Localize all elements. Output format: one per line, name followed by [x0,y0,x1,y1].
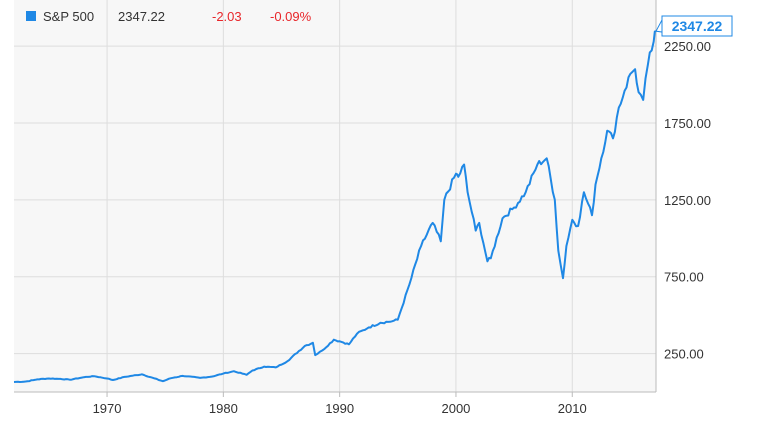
legend-swatch [26,11,36,21]
y-tick-label: 1750.00 [664,116,711,131]
callout-pointer [655,19,663,33]
y-tick-labels: 250.00 750.00 1250.00 1750.00 2250.00 [664,39,711,361]
series-layer [13,30,657,383]
y-tick-label: 250.00 [664,347,704,362]
x-tick-labels: 1970 1980 1990 2000 2010 [93,392,587,416]
y-tick-label: 2250.00 [664,39,711,54]
x-tick-label: 1970 [93,401,122,416]
legend: S&P 500 2347.22 -2.03 -0.09% [26,9,312,24]
plot-area [14,0,656,392]
last-value-callout: 2347.22 [655,15,733,37]
legend-change-pct: -0.09% [270,9,312,24]
legend-change: -2.03 [212,9,242,24]
y-tick-label: 1250.00 [664,193,711,208]
series-line-sp500 [13,30,657,383]
y-tick-label: 750.00 [664,270,704,285]
grid-lines [14,0,656,392]
last-value-label: 2347.22 [672,18,723,34]
x-tick-label: 1990 [325,401,354,416]
legend-series-name: S&P 500 [43,9,94,24]
legend-series-value: 2347.22 [118,9,165,24]
x-tick-label: 2010 [558,401,587,416]
x-tick-label: 1980 [209,401,238,416]
x-tick-label: 2000 [441,401,470,416]
callout-box [661,15,733,37]
